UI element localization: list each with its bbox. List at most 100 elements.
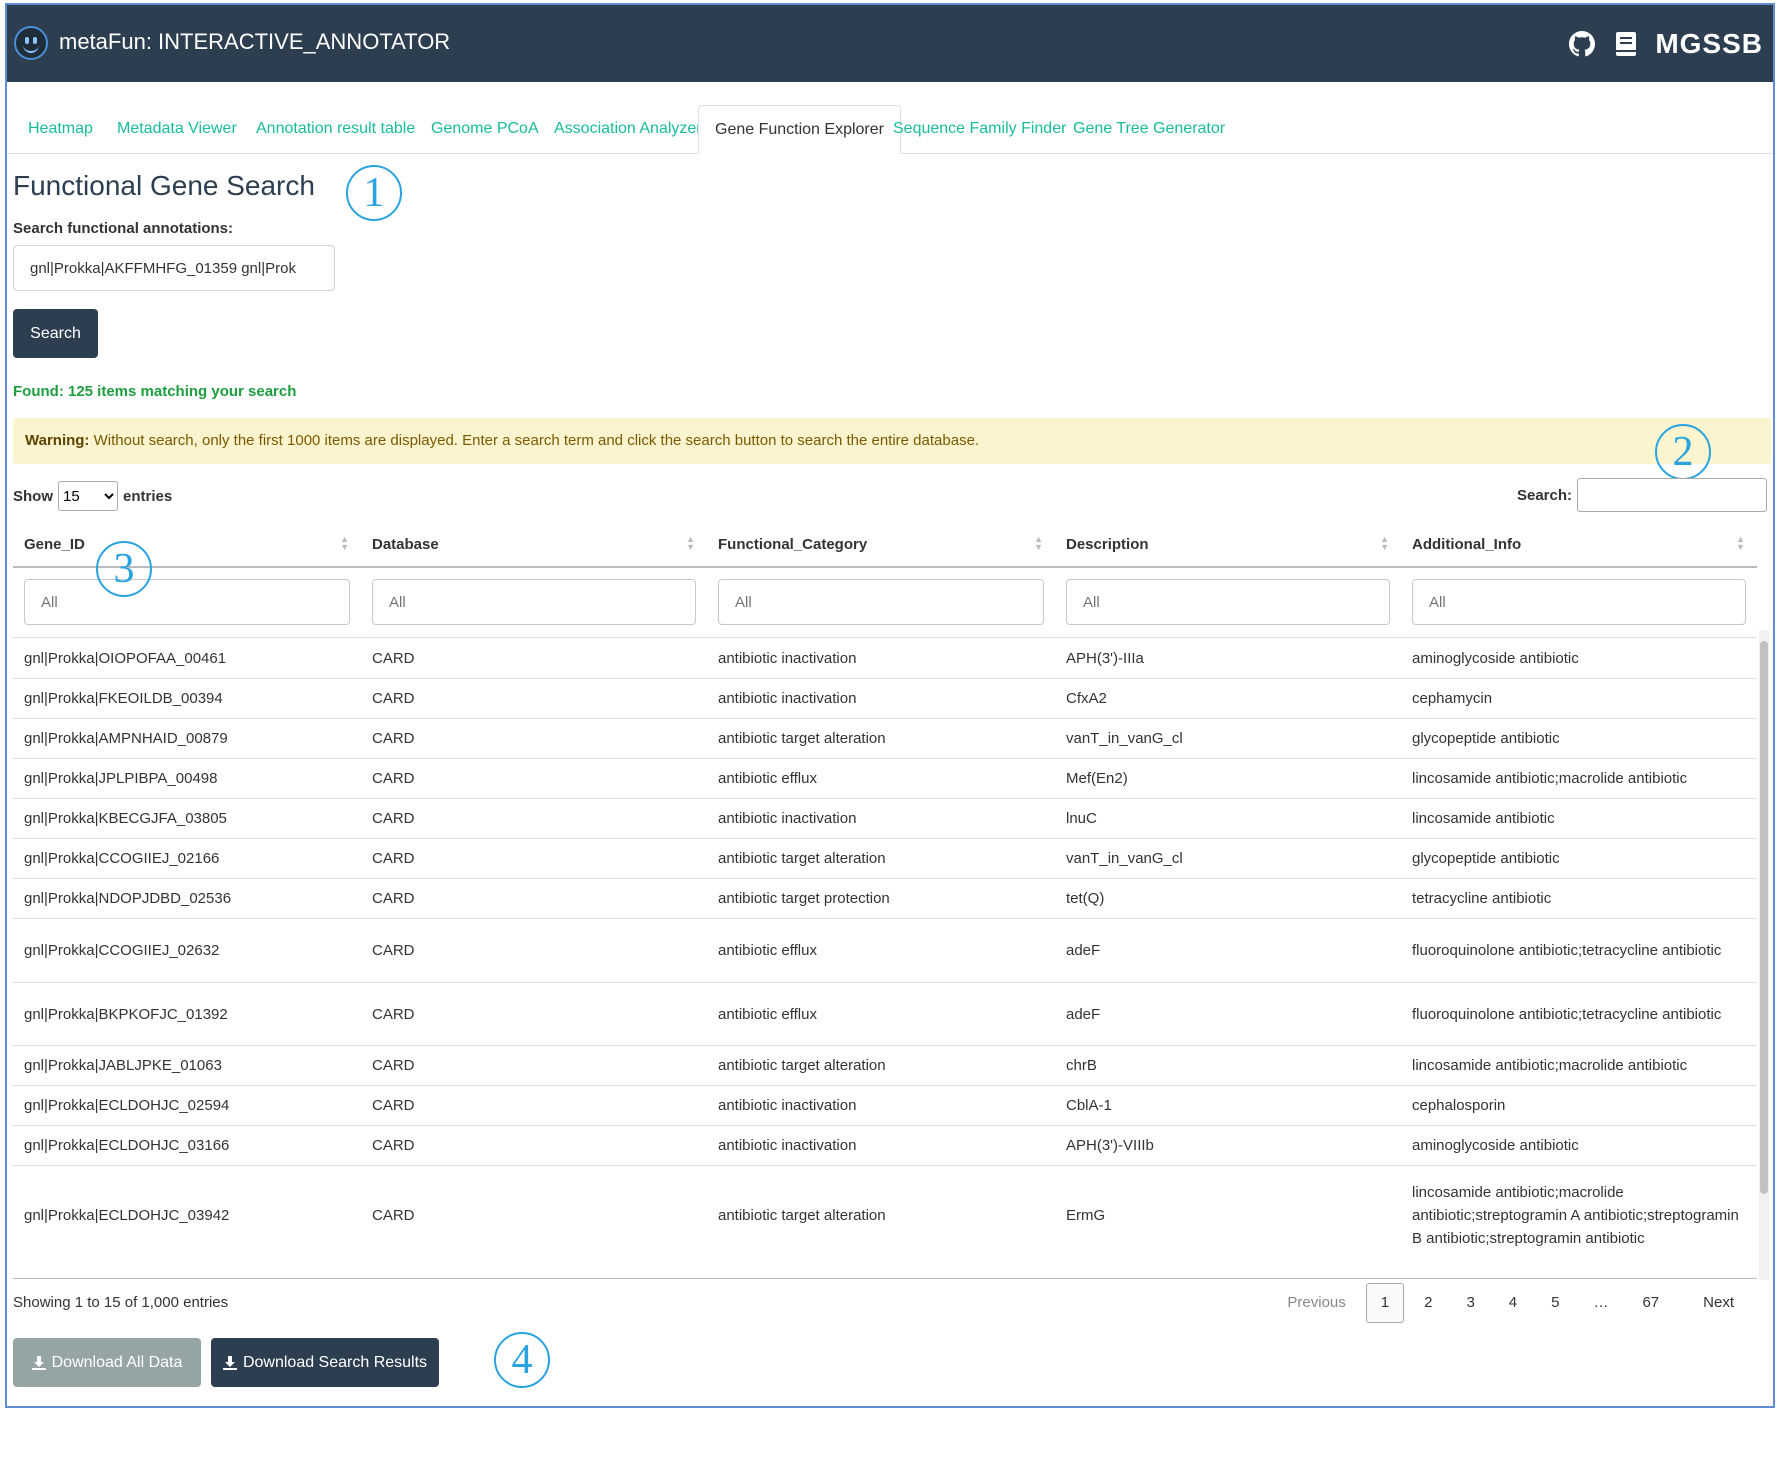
cell-database: CARD [361,918,707,983]
warning-alert: Warning: Without search, only the first … [13,418,1771,464]
logo-icon[interactable] [14,26,48,60]
search-button[interactable]: Search [13,309,98,358]
tab-genome-pcoa[interactable]: Genome PCoA [431,120,539,137]
cell-description: vanT_in_vanG_cl [1055,718,1401,759]
navbar: metaFun: INTERACTIVE_ANNOTATOR MGSSB [7,5,1773,82]
table-row[interactable]: gnl|Prokka|AMPNHAID_00879 CARD antibiotic … [13,718,1757,759]
pagination-page-4[interactable]: 4 [1508,1294,1518,1311]
column-header-database[interactable]: Database ▲ ▼ [361,522,707,568]
download-icon [222,1355,237,1370]
cell-description: ErmG [1055,1165,1401,1266]
cell-additional-info: lincosamide antibiotic;macrolide antibio… [1401,1045,1757,1086]
pagination-page-67[interactable]: 67 [1642,1294,1660,1311]
cell-description: tet(Q) [1055,878,1401,919]
brand-logo-text[interactable]: MGSSB [1655,28,1763,59]
cell-gene-id: gnl|Prokka|JPLPIBPA_00498 [13,758,361,799]
cell-functional-category: antibiotic inactivation [707,798,1055,839]
cell-functional-category: antibiotic target alteration [707,1045,1055,1086]
table-bottom-border [13,1278,1757,1279]
table-info: Showing 1 to 15 of 1,000 entries [13,1294,229,1311]
pagination-page-2[interactable]: 2 [1424,1294,1433,1311]
cell-description: Mef(En2) [1055,758,1401,799]
column-header-additional-info[interactable]: Additional_Info ▲ ▼ [1401,522,1757,568]
column-header-gene-id[interactable]: Gene_ID ▲ ▼ [13,522,361,568]
pagination-page-1[interactable]: 1 [1365,1283,1405,1323]
cell-description: adeF [1055,918,1401,983]
cell-database: CARD [361,982,707,1046]
table-row[interactable]: gnl|Prokka|NDOPJDBD_02536 CARD antibiotic … [13,878,1757,919]
tab-bar: Heatmap Metadata Viewer Annotation resul… [7,105,1773,154]
cell-functional-category: antibiotic target alteration [707,1165,1055,1266]
table-search-input[interactable] [1577,478,1767,512]
cell-description: CfxA2 [1055,678,1401,719]
github-icon[interactable] [1567,29,1597,59]
table-row[interactable]: gnl|Prokka|CCOGIIEJ_02632 CARD antibiotic … [13,918,1757,983]
tab-gene-function-explorer[interactable]: Gene Function Explorer [698,105,901,154]
cell-functional-category: antibiotic target alteration [707,838,1055,879]
cell-functional-category: antibiotic inactivation [707,1125,1055,1166]
pagination-page-5[interactable]: 5 [1551,1294,1560,1311]
cell-functional-category: antibiotic target alteration [707,718,1055,759]
table-row[interactable]: gnl|Prokka|FKEOILDB_00394 CARD antibiotic … [13,678,1757,719]
download-results-label: Download Search Results [242,1353,428,1371]
table-row[interactable]: gnl|Prokka|JABLJPKE_01063 CARD antibiotic … [13,1045,1757,1086]
table-row[interactable]: gnl|Prokka|KBECGJFA_03805 CARD antibiotic … [13,798,1757,839]
table-row[interactable]: gnl|Prokka|OIOPOFAA_00461 CARD antibiotic … [13,637,1757,679]
cell-additional-info: cephamycin [1401,678,1757,719]
cell-additional-info: aminoglycoside antibiotic [1401,637,1757,679]
cell-additional-info: lincosamide antibiotic;macrolide antibio… [1401,758,1757,799]
table-scrollbar-thumb[interactable] [1760,641,1768,1194]
tab-metadata-viewer[interactable]: Metadata Viewer [117,120,237,137]
column-header-functional-category[interactable]: Functional_Category ▲ ▼ [707,522,1055,568]
cell-description: vanT_in_vanG_cl [1055,838,1401,879]
table-row[interactable]: gnl|Prokka|JPLPIBPA_00498 CARD antibiotic … [13,758,1757,799]
cell-description: chrB [1055,1045,1401,1086]
filter-functional-category[interactable] [718,579,1044,625]
cell-gene-id: gnl|Prokka|AMPNHAID_00879 [13,718,361,759]
filter-gene-id[interactable] [24,579,350,625]
cell-description: APH(3')-VIIIb [1055,1125,1401,1166]
table-row[interactable]: gnl|Prokka|ECLDOHJC_03942 CARD antibiotic … [13,1165,1757,1266]
cell-description: APH(3')-IIIa [1055,637,1401,679]
filter-database[interactable] [372,579,696,625]
table-row[interactable]: gnl|Prokka|ECLDOHJC_03166 CARD antibiotic … [13,1125,1757,1166]
tab-annotation-result-table[interactable]: Annotation result table [256,120,416,137]
pagination-page-3[interactable]: 3 [1466,1294,1475,1311]
functional-search-input[interactable] [13,245,335,291]
book-icon[interactable] [1611,29,1641,59]
cell-gene-id: gnl|Prokka|CCOGIIEJ_02632 [13,918,361,983]
download-all-button[interactable]: Download All Data [13,1338,201,1387]
tab-sequence-family-finder[interactable]: Sequence Family Finder [893,120,1067,137]
cell-additional-info: fluoroquinolone antibiotic;tetracycline … [1401,982,1757,1046]
tab-heatmap[interactable]: Heatmap [28,120,93,137]
download-results-button[interactable]: Download Search Results [211,1338,439,1387]
cell-functional-category: antibiotic target protection [707,878,1055,919]
cell-gene-id: gnl|Prokka|ECLDOHJC_02594 [13,1085,361,1126]
cell-database: CARD [361,798,707,839]
cell-functional-category: antibiotic efflux [707,918,1055,983]
pagination-previous[interactable]: Previous [1287,1294,1346,1311]
pagination-next[interactable]: Next [1703,1294,1734,1311]
cell-gene-id: gnl|Prokka|JABLJPKE_01063 [13,1045,361,1086]
cell-gene-id: gnl|Prokka|ECLDOHJC_03166 [13,1125,361,1166]
table-row[interactable]: gnl|Prokka|ECLDOHJC_02594 CARD antibiotic … [13,1085,1757,1126]
entries-select[interactable]: 15 [58,481,118,511]
entries-control: Show 15 entries [13,480,172,512]
table-row[interactable]: gnl|Prokka|BKPKOFJC_01392 CARD antibiotic … [13,982,1757,1046]
header-row: Gene_ID ▲ ▼ Database ▲ ▼ Functional_Category… [13,522,1757,568]
cell-functional-category: antibiotic inactivation [707,678,1055,719]
table-row[interactable]: gnl|Prokka|CCOGIIEJ_02166 CARD antibiotic … [13,838,1757,879]
cell-description: adeF [1055,982,1401,1046]
annotation-marker-1: 1 [346,165,402,221]
column-header-description[interactable]: Description ▲ ▼ [1055,522,1401,568]
app-title[interactable]: metaFun: INTERACTIVE_ANNOTATOR [59,29,451,54]
tab-association-analyzer[interactable]: Association Analyzer [554,120,702,137]
download-icon [31,1355,46,1370]
cell-functional-category: antibiotic efflux [707,982,1055,1046]
filter-additional-info[interactable] [1412,579,1746,625]
tab-gene-tree-generator[interactable]: Gene Tree Generator [1073,120,1226,137]
cell-database: CARD [361,678,707,719]
navbar-icons: MGSSB [1567,25,1763,63]
filter-description[interactable] [1066,579,1390,625]
cell-additional-info: fluoroquinolone antibiotic;tetracycline … [1401,918,1757,983]
